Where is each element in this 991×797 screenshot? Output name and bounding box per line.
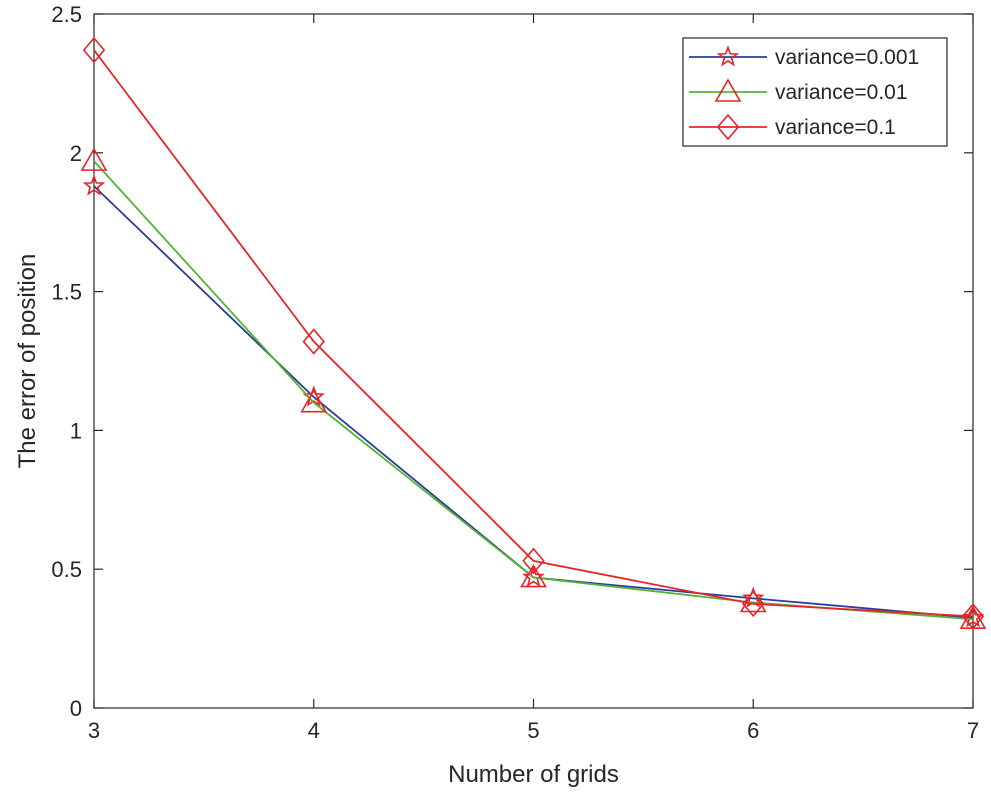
legend-marker-triangle — [714, 78, 742, 102]
data-point-star — [961, 606, 985, 628]
x-tick-label: 4 — [308, 718, 320, 743]
data-point-diamond — [742, 590, 765, 618]
legend-marker-star — [716, 45, 740, 67]
y-axis-label: The error of position — [14, 254, 41, 469]
data-point-triangle — [300, 389, 328, 413]
data-point-diamond — [302, 328, 325, 355]
data-point-triangle — [80, 147, 108, 171]
data-point-star — [82, 174, 106, 196]
y-tick-label: 2 — [70, 141, 82, 166]
x-tick-label: 3 — [88, 718, 100, 743]
data-point-diamond — [82, 36, 106, 64]
y-tick-label: 0 — [70, 696, 82, 721]
data-point-triangle — [739, 588, 767, 613]
legend-label: variance=0.001 — [775, 46, 919, 69]
x-tick-label: 7 — [967, 718, 979, 743]
data-point-diamond — [961, 603, 985, 630]
y-tick-label: 1.5 — [51, 280, 82, 305]
legend: variance=0.001 variance=0.01 variance=0.1 — [682, 37, 948, 147]
series-group — [80, 36, 987, 630]
series-diamond — [82, 36, 985, 630]
x-tick-label: 6 — [747, 718, 759, 743]
y-tick-label: 1 — [70, 418, 82, 443]
legend-label: variance=0.01 — [775, 81, 908, 104]
y-tick-label: 0.5 — [51, 557, 82, 582]
data-point-diamond — [522, 547, 545, 575]
y-tick-label: 2.5 — [51, 2, 82, 27]
series-line — [93, 49, 974, 618]
x-tick-label: 5 — [527, 718, 539, 743]
x-axis-label: Number of grids — [448, 761, 619, 788]
data-point-star — [522, 565, 545, 588]
legend-marker-diamond — [716, 113, 740, 141]
data-point-triangle — [520, 563, 547, 588]
axis-ticks: 3 4 5 6 7 0 0.5 1 1.5 2 2.5 — [51, 2, 979, 743]
legend-label: variance=0.1 — [775, 116, 896, 139]
